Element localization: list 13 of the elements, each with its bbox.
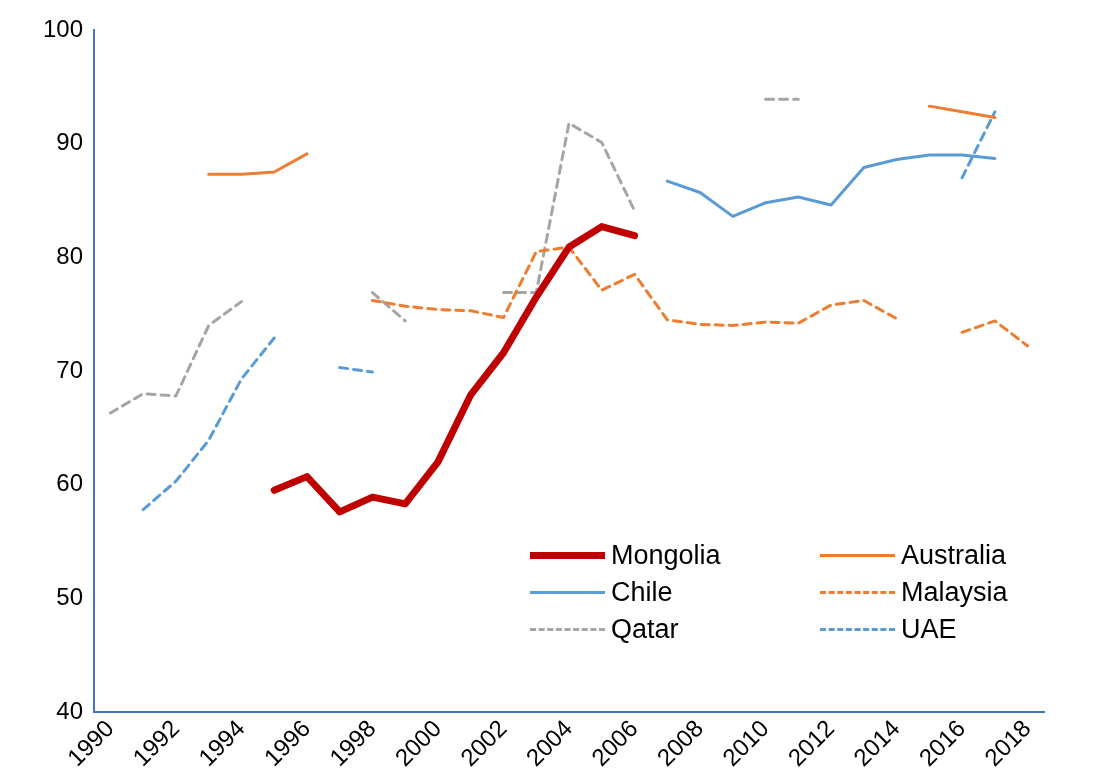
legend-label: Malaysia	[901, 577, 1008, 608]
legend-label: Australia	[901, 540, 1007, 571]
y-tick-label: 60	[56, 469, 84, 497]
y-tick-label: 40	[56, 696, 84, 724]
y-tick-label: 70	[56, 355, 84, 383]
legend-label: Chile	[611, 577, 673, 608]
y-tick-label: 100	[43, 14, 84, 42]
legend-label: Mongolia	[611, 540, 721, 571]
y-tick-label: 80	[56, 241, 84, 269]
legend-label: Qatar	[611, 614, 679, 645]
y-tick-label: 50	[56, 582, 84, 610]
y-tick-label: 90	[56, 128, 84, 156]
legend-label: UAE	[901, 614, 957, 645]
